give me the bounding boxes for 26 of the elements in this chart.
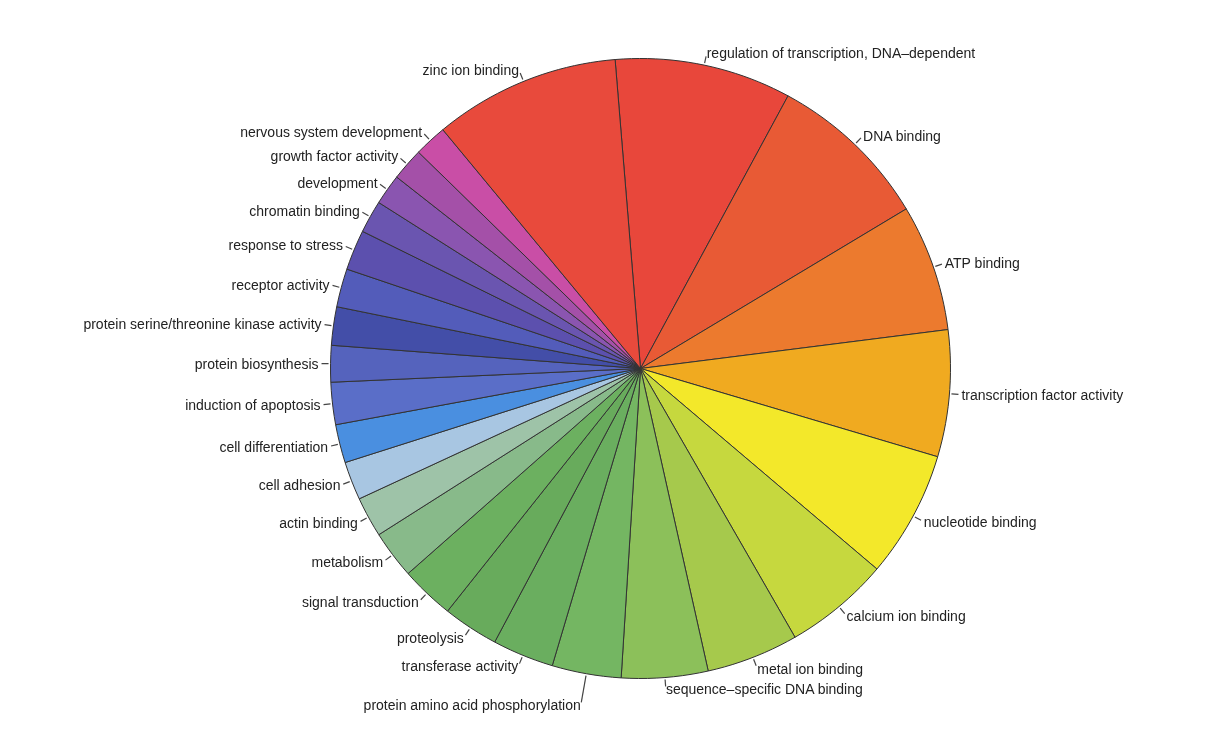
slice-label: zinc ion binding — [422, 62, 520, 79]
slice-label: nervous system development — [240, 123, 423, 140]
slice-label: receptor activity — [231, 276, 330, 293]
slice-label: metal ion binding — [757, 660, 864, 677]
slice-label: ATP binding — [944, 255, 1020, 272]
slice-label: calcium ion binding — [846, 607, 966, 624]
slice-label: DNA binding — [863, 127, 941, 144]
slice-label: nucleotide binding — [923, 513, 1037, 530]
slice-label: response to stress — [228, 237, 343, 254]
slice-label: transcription factor activity — [961, 386, 1124, 403]
slice-label: cell differentiation — [219, 438, 329, 455]
slice-label: regulation of transcription, DNA–dependent — [706, 45, 976, 62]
slice-label: proteolysis — [396, 629, 464, 646]
slice-label: transferase activity — [401, 658, 519, 675]
slice-label: protein amino acid phosphorylation — [363, 697, 581, 714]
slice-label: chromatin binding — [249, 202, 360, 219]
slice-label: actin binding — [279, 514, 358, 531]
slice-label: cell adhesion — [258, 477, 341, 494]
slice-label: induction of apoptosis — [185, 396, 321, 413]
slice-label: protein biosynthesis — [194, 355, 319, 372]
slice-label: sequence–specific DNA binding — [665, 681, 863, 698]
slice-label: metabolism — [311, 553, 384, 570]
slice-label: growth factor activity — [270, 148, 399, 165]
slice-label: development — [297, 174, 378, 191]
slice-label: signal transduction — [301, 593, 419, 610]
slice-label: protein serine/threonine kinase activity — [83, 316, 322, 333]
